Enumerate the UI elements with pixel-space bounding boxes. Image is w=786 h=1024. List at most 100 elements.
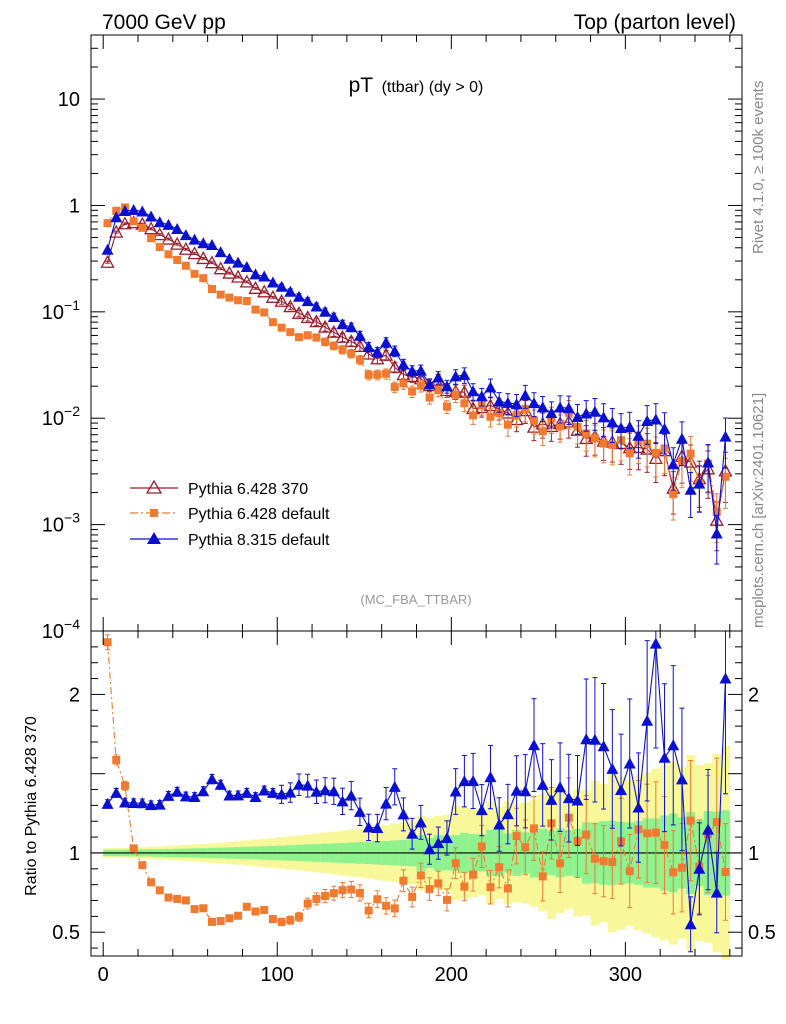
main-series-1-point [277, 323, 286, 332]
main-series-0-point [283, 299, 298, 313]
main-series-2-point [145, 210, 158, 222]
ratio-series-2-point [388, 780, 401, 792]
main-series-0-point [335, 329, 350, 343]
main-series-0-point [143, 221, 159, 235]
main-series-2-point [449, 370, 462, 382]
main-series-0-point [248, 280, 263, 294]
ratio-series-2-point [214, 778, 227, 790]
legend-label-s2: Pythia 8.315 default [188, 532, 330, 549]
ratio-series-1-point [643, 829, 652, 838]
main-series-1-point [382, 369, 391, 378]
ratio-series-2-point [432, 837, 445, 849]
main-series-2-point [432, 371, 445, 383]
main-series-2-point [101, 243, 114, 255]
main-series-1-point [469, 411, 478, 420]
ratio-series-1-point [721, 867, 730, 876]
main-series-2-point [240, 260, 253, 272]
main-series-2-point [406, 365, 419, 377]
main-series-1-point [103, 219, 112, 228]
ratio-series-2-point [580, 733, 593, 745]
main-series-0-point [274, 293, 289, 307]
ratio-series-2-point [684, 918, 697, 930]
main-ytick-label: 10−3 [42, 510, 80, 537]
main-series-1-point [234, 296, 243, 305]
ratio-series-2-point [536, 778, 549, 790]
main-series-2-point [380, 336, 393, 348]
ratio-series-2-point [675, 773, 688, 785]
main-series-1-point [347, 349, 356, 358]
ratio-ytick-label-left: 2 [69, 684, 80, 706]
main-series-2-point [414, 364, 427, 376]
main-series-1-point [425, 393, 434, 402]
ratio-series-2-point [545, 793, 558, 805]
main-series-0-point [204, 255, 220, 269]
main-series-2-point [188, 233, 201, 245]
ratio-series-2-point [310, 785, 323, 797]
ratio-series-2-point [710, 886, 723, 898]
main-series-1-point [295, 333, 304, 342]
main-series-2-point [362, 341, 375, 353]
legend-label-s1: Pythia 6.428 default [188, 506, 330, 523]
ratio-series-2-point [240, 786, 253, 798]
main-series-0-point [170, 236, 185, 250]
watermark-label: (MC_FBA_TTBAR) [360, 592, 471, 607]
main-series-2-point [493, 395, 506, 407]
main-series-2-point [675, 432, 688, 444]
main-series-0-point [109, 224, 124, 238]
ratio-series-1-point [181, 896, 190, 905]
main-series-1-point [321, 337, 330, 346]
main-ytick-label: 10 [58, 89, 80, 111]
xtick-label: 100 [261, 964, 294, 986]
main-series-0-point [213, 261, 228, 275]
ratio-series-2-point [353, 805, 366, 817]
ratio-series-2-point [623, 757, 636, 769]
main-series-0-point [291, 305, 307, 319]
main-series-2-point [580, 407, 593, 419]
ratio-series-2-point [484, 771, 497, 783]
main-series-0-point [352, 339, 368, 353]
ratio-series-2-point [658, 751, 671, 763]
ratio-series-group [101, 631, 732, 953]
main-series-0-point [152, 227, 167, 241]
ratio-ytick-label-right: 1 [748, 843, 759, 865]
main-series-2-point [153, 216, 166, 228]
ratio-series-2-point [458, 775, 471, 787]
ratio-series-2-point [406, 827, 419, 839]
main-series-1-point [164, 250, 173, 259]
ratio-series-1-point [277, 917, 286, 926]
ratio-series-2-point [284, 786, 297, 798]
main-series-2-point [562, 402, 575, 414]
main-series-1-point [207, 285, 216, 294]
ratio-series-2-point [301, 779, 314, 791]
ratio-series-1-point [390, 904, 399, 913]
main-series-0-point [230, 269, 246, 283]
main-series-1-point [129, 217, 138, 226]
legend: Pythia 6.428 370 Pythia 6.428 default Py… [130, 479, 330, 549]
ratio-series-2-point [118, 796, 131, 808]
main-series-0-point [196, 251, 211, 265]
plot-title-main: pT [349, 74, 374, 97]
ratio-series-2-point [371, 822, 384, 834]
ratio-series-2-point [702, 823, 715, 835]
main-series-0-point [117, 216, 133, 230]
ratio-series-2-point [275, 788, 288, 800]
ratio-series-2-point [588, 733, 601, 745]
ratio-series-1-point [660, 841, 669, 850]
main-series-2-point [127, 203, 140, 215]
legend-marker-s1 [150, 509, 158, 517]
main-series-1-point [434, 386, 443, 395]
main-series-2-point [275, 280, 288, 292]
main-series-1-point [460, 399, 469, 408]
main-series-0-point [378, 347, 394, 361]
main-series-2-point [319, 305, 332, 317]
main-series-1-point [556, 422, 565, 431]
main-series-2-point [423, 378, 436, 390]
ratio-series-2-point [110, 786, 123, 798]
ratio-series-2-point [362, 821, 375, 833]
ratio-ytick-label-right: 2 [748, 684, 759, 706]
ratio-series-1-point [382, 901, 391, 910]
main-series-0-point [326, 324, 341, 338]
ratio-series-1-point [216, 917, 225, 926]
main-series-1-point [181, 261, 190, 270]
ratio-series-1-point [512, 832, 521, 841]
